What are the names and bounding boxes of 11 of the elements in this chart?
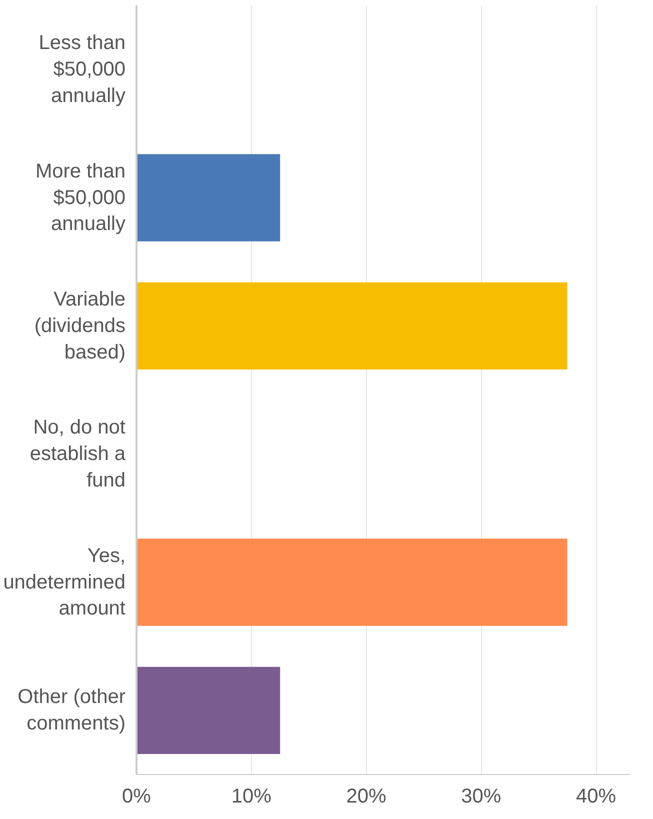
x-tick-label: 20% xyxy=(346,786,386,808)
y-tick-label: Other (other comments) xyxy=(18,686,126,735)
x-tick-label: 30% xyxy=(461,786,502,808)
y-tick-label: Variable (dividends based) xyxy=(34,288,126,364)
x-tick-label: 0% xyxy=(122,786,152,808)
y-tick-label: No, do not establish a fund xyxy=(30,416,126,492)
y-tick-label: Less than $50,000 annually xyxy=(38,32,126,107)
x-tick-label: 40% xyxy=(576,786,616,808)
x-tick-label: 10% xyxy=(231,786,272,808)
y-tick-label: More than $50,000 annually xyxy=(35,160,126,236)
y-tick-label: Yes, undetermined amount xyxy=(3,544,126,620)
